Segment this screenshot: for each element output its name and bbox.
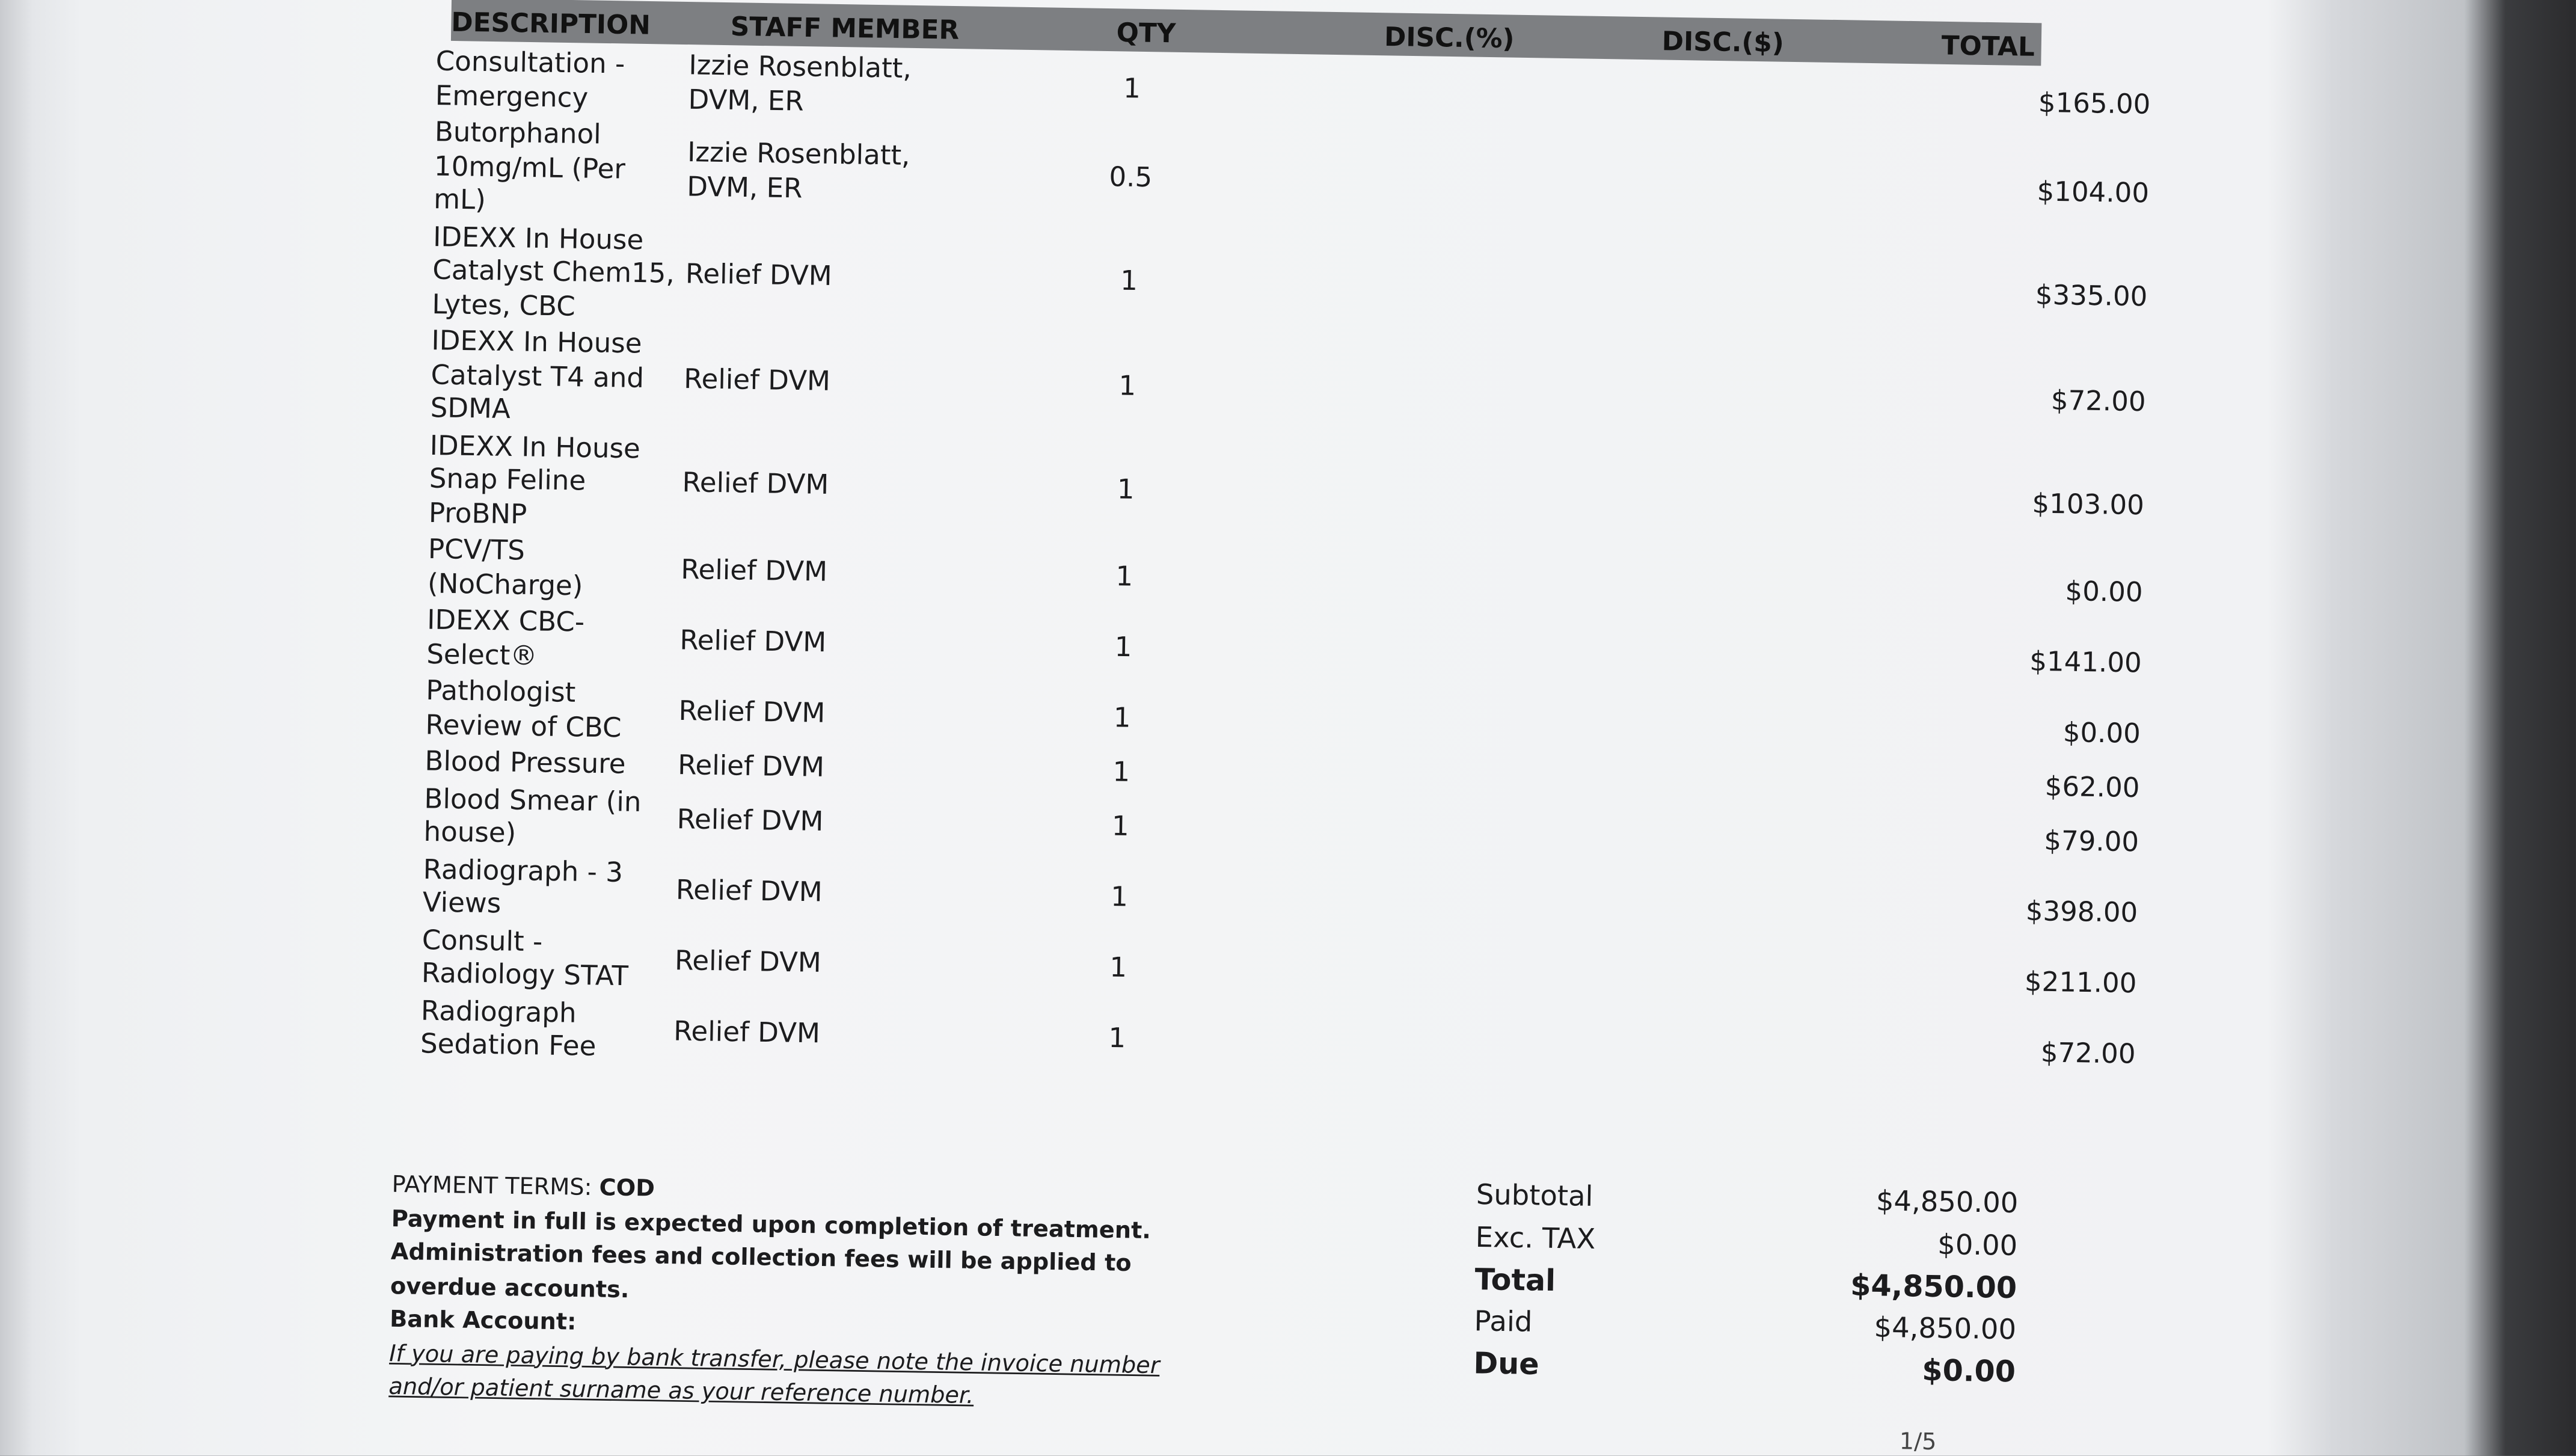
total-label: Paid (1474, 1304, 1533, 1339)
line-total: $335.00 (2035, 279, 2148, 313)
quantity: 1 (1117, 473, 1135, 505)
total-row: Exc. TAX $0.00 (1475, 1218, 2018, 1268)
line-total: $72.00 (2050, 384, 2146, 417)
total-label: Subtotal (1476, 1179, 1593, 1214)
total-label: Total (1474, 1263, 1556, 1299)
description: Consult - Radiology STAT (421, 923, 629, 992)
quantity: 1 (1112, 756, 1130, 788)
staff-member: Relief DVM (676, 803, 824, 837)
staff-member: Relief DVM (675, 873, 823, 908)
quantity: 1 (1114, 631, 1132, 663)
totals: Subtotal $4,850.00 Exc. TAX $0.00 Total $4,85… (1473, 1176, 2019, 1393)
quantity: 1 (1120, 265, 1138, 296)
quantity: 0.5 (1109, 160, 1153, 192)
quantity: 1 (1111, 809, 1130, 842)
quantity: 1 (1118, 369, 1136, 401)
staff-member: Relief DVM (682, 467, 829, 500)
description: IDEXX In House Catalyst Chem15, Lytes, C… (432, 220, 675, 322)
description: PCV/TS (NoCharge) (427, 533, 583, 601)
page-number: 1/5 (1899, 1429, 1937, 1456)
description: Radiograph - 3 Views (422, 853, 624, 920)
description: Butorphanol 10mg/mL (Per mL) (433, 116, 626, 216)
total-amount: $0.00 (1937, 1228, 2018, 1263)
invoice-sheet: DESCRIPTION STAFF MEMBER QTY DISC.(%) DISC.(… (26, 0, 2332, 1456)
description: IDEXX In House Catalyst T4 and SDMA (430, 325, 645, 425)
total-amount: $0.00 (1921, 1354, 2016, 1390)
total-label: Exc. TAX (1475, 1221, 1596, 1256)
column-header: QTY (1116, 16, 1176, 49)
staff-member: Izzie Rosenblatt, DVM, ER (688, 49, 912, 117)
terms-value: COD (599, 1175, 655, 1203)
total-amount: $4,850.00 (1850, 1269, 2017, 1306)
terms-label: PAYMENT TERMS: (391, 1172, 592, 1202)
description: Blood Pressure (425, 745, 626, 780)
column-header: DISC.(%) (1384, 20, 1515, 55)
line-total: $104.00 (2037, 175, 2150, 208)
staff-member: Relief DVM (677, 749, 825, 783)
line-items: Consultation - Emergency Izzie Rosenblatt… (420, 44, 2151, 1090)
column-header: DISC.($) (1661, 25, 1785, 59)
total-label: Due (1473, 1347, 1540, 1383)
bank-note: If you are paying by bank transfer, plea… (388, 1340, 1160, 1410)
staff-member: Relief DVM (673, 1015, 821, 1049)
staff-member: Izzie Rosenblatt, DVM, ER (686, 137, 910, 204)
line-total: $103.00 (2032, 488, 2145, 521)
staff-member: Relief DVM (685, 258, 833, 292)
quantity: 1 (1115, 561, 1133, 593)
description: Blood Smear (in house) (423, 782, 642, 849)
total-amount: $4,850.00 (1875, 1185, 2019, 1221)
payment-terms: PAYMENT TERMS: COD Payment in full is ex… (388, 1169, 1180, 1418)
total-amount: $4,850.00 (1874, 1311, 2017, 1347)
description: Consultation - Emergency (435, 45, 625, 113)
column-header: STAFF MEMBER (730, 10, 960, 46)
staff-member: Relief DVM (679, 625, 827, 659)
quantity: 1 (1110, 880, 1129, 912)
terms-note: Payment in full is expected upon complet… (390, 1205, 1152, 1303)
staff-member: Relief DVM (674, 944, 822, 978)
description: Pathologist Review of CBC (425, 674, 622, 743)
description: IDEXX In House Snap Feline ProBNP (428, 429, 641, 530)
quantity: 1 (1109, 951, 1127, 983)
column-header: DESCRIPTION (451, 6, 651, 41)
quantity: 1 (1113, 702, 1131, 734)
staff-member: Relief DVM (680, 554, 828, 588)
description: Radiograph Sedation Fee (420, 994, 596, 1062)
staff-member: Relief DVM (683, 362, 831, 396)
line-total: $72.00 (2040, 1036, 2136, 1069)
description: IDEXX CBC-Select® (426, 604, 585, 671)
staff-member: Relief DVM (678, 695, 826, 730)
quantity: 1 (1108, 1022, 1126, 1054)
total-row: Due $0.00 (1473, 1344, 2016, 1394)
column-header: TOTAL (1941, 29, 2035, 63)
quantity: 1 (1123, 73, 1141, 105)
